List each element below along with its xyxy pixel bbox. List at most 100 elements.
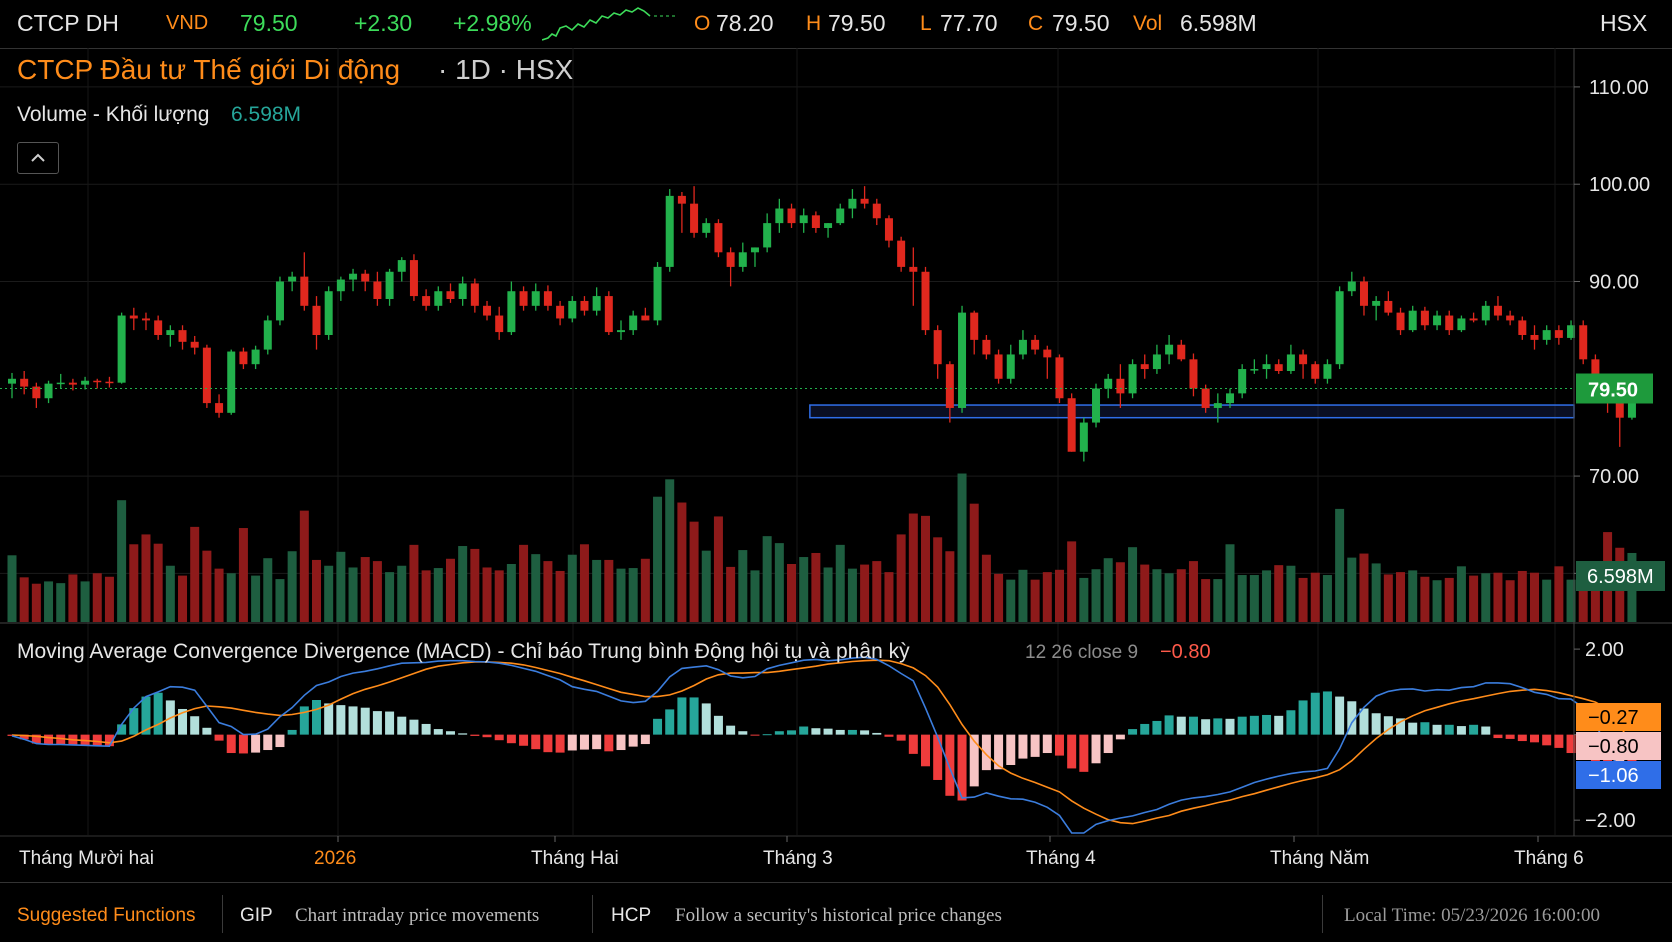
volume-bar [884, 572, 894, 622]
volume-bar [1310, 572, 1320, 622]
volume-bar [1298, 577, 1308, 622]
macd-histogram-bar [1371, 713, 1381, 735]
macd-histogram-bar [1140, 723, 1150, 735]
volume-bar [567, 554, 577, 622]
volume-bar [1115, 562, 1125, 622]
volume-bar [1481, 573, 1491, 622]
ticker-change-pct: +2.98% [453, 10, 532, 36]
candle-body [970, 312, 979, 340]
candle-body [1226, 393, 1234, 404]
volume-bar [774, 543, 784, 622]
volume-bar [92, 573, 102, 622]
macd-histogram-bar [543, 734, 553, 753]
function-gip-code[interactable]: GIP [240, 905, 273, 926]
volume-bar [482, 567, 492, 622]
candle-body [763, 223, 772, 248]
candle-body [1530, 335, 1539, 340]
last-price-badge [1576, 373, 1653, 404]
candle-body [1457, 318, 1466, 331]
volume-bar [1237, 575, 1247, 622]
volume-bar [628, 568, 638, 622]
candle-body [531, 291, 540, 306]
macd-histogram-bar [787, 730, 797, 735]
macd-histogram-bar [336, 705, 346, 735]
volume-bar [835, 544, 845, 622]
volume-bar [1176, 569, 1186, 622]
volume-bar [263, 558, 273, 622]
candle-body [81, 380, 90, 385]
volume-bar [896, 534, 906, 622]
macd-histogram-bar [579, 734, 589, 750]
volume-bar [299, 510, 309, 622]
candle-body [1347, 281, 1356, 292]
candle-body [1262, 364, 1271, 370]
function-gip-desc[interactable]: Chart intraday price movements [295, 905, 540, 926]
candle-body [982, 339, 991, 355]
macd-histogram-bar [555, 734, 565, 753]
volume-bar [1432, 580, 1442, 622]
candle-body [1092, 388, 1101, 423]
macd-histogram-bar [799, 726, 809, 735]
candle-body [239, 351, 248, 365]
volume-bar [543, 561, 553, 622]
macd-histogram-bar [774, 731, 784, 735]
support-zone [809, 404, 1575, 419]
candle-body [32, 386, 41, 399]
volume-bar [19, 577, 29, 622]
volume-bar [324, 565, 334, 622]
macd-histogram-bar [372, 711, 382, 735]
volume-bar [519, 544, 529, 622]
volume-bar [104, 576, 114, 622]
volume-bar [1286, 565, 1296, 622]
volume-bar [445, 558, 455, 622]
volume-bar [433, 568, 443, 622]
macd-value-badge [1576, 732, 1661, 760]
macd-histogram-bar [226, 734, 236, 754]
volume-bar [56, 583, 66, 622]
macd-histogram-bar [616, 734, 626, 751]
macd-histogram-bar [1286, 710, 1296, 735]
volume-bar [80, 581, 90, 622]
volume-bar [1554, 566, 1564, 622]
candle-body [811, 215, 820, 228]
macd-histogram-bar [945, 734, 955, 796]
volume-bar [1505, 580, 1515, 622]
function-hcp-desc[interactable]: Follow a security's historical price cha… [675, 905, 1002, 926]
volume-bar [1408, 570, 1418, 622]
candle-body [994, 354, 1003, 379]
collapse-panel-button[interactable] [17, 142, 59, 174]
x-axis-label: Tháng 4 [1026, 848, 1096, 869]
volume-bar [1128, 547, 1138, 622]
candle-body [702, 223, 711, 233]
last-price-label: 79.50 [1588, 380, 1638, 402]
candle-body [215, 403, 224, 413]
macd-lines [11, 656, 1633, 834]
instrument-name: CTCP Đầu tư Thế giới Di động [17, 54, 400, 85]
macd-histogram-bar [44, 734, 54, 745]
volume-bar [653, 496, 663, 622]
candle-body [361, 273, 370, 282]
macd-value-label: −1.06 [1588, 765, 1639, 787]
candle-body [1286, 354, 1295, 371]
volume-bar [1493, 572, 1503, 622]
macd-histogram-bar [385, 711, 395, 735]
volume-bar [1444, 577, 1454, 622]
macd-histogram-bar [1359, 708, 1369, 735]
ticker-symbol[interactable]: CTCP DH [17, 10, 119, 36]
macd-histogram-bar [957, 734, 967, 801]
volume-bar [1225, 544, 1235, 622]
macd-line [11, 656, 1633, 834]
price-chart[interactable]: 110.00100.0090.0070.0060.002.00−2.00Thán… [0, 0, 1672, 882]
macd-histogram-bar [1128, 729, 1138, 735]
ticker-bar: CTCP DH VND 79.50 +2.30 +2.98% O 78.20 H… [0, 0, 1672, 49]
candle-body [8, 378, 16, 384]
macd-histogram-bar [1396, 718, 1406, 735]
macd-histogram-bar [1152, 720, 1162, 735]
macd-histogram-bar [141, 696, 151, 735]
function-hcp-code[interactable]: HCP [611, 905, 652, 926]
macd-histogram-bar [421, 723, 431, 735]
candle-body [373, 281, 382, 300]
macd-histogram-bar [762, 734, 772, 736]
macd-histogram-bar [1469, 724, 1479, 735]
candle-body [105, 381, 114, 384]
